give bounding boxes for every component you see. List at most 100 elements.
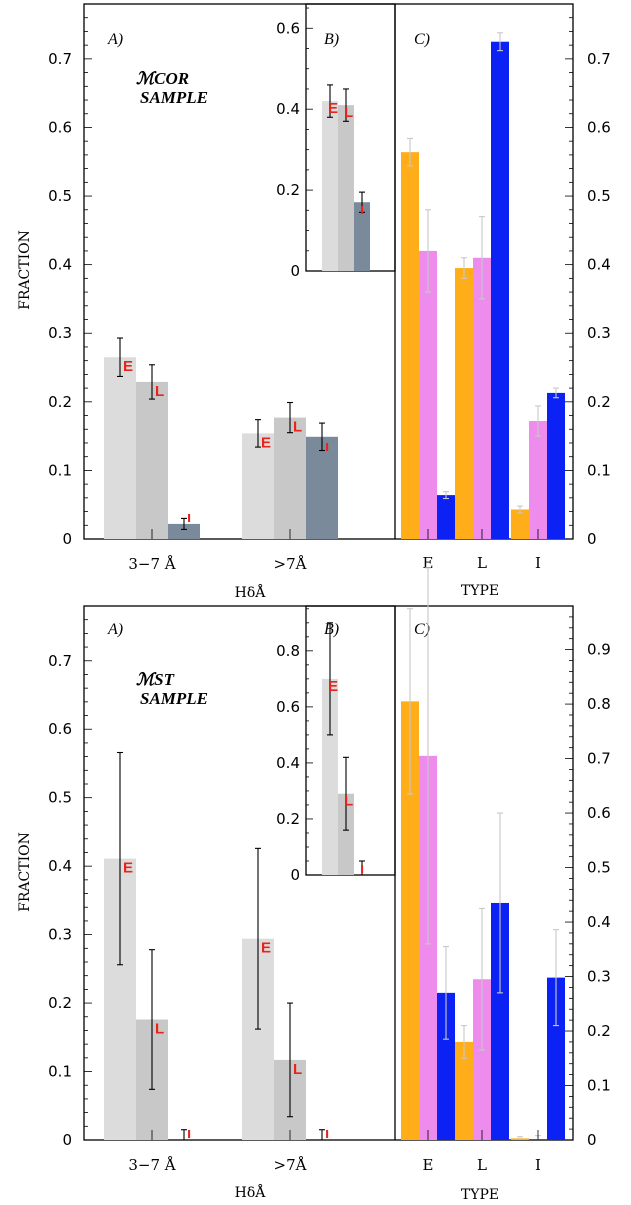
top-c-bar [437, 495, 455, 539]
top-c-bar [511, 509, 529, 539]
bottom-c-ytick-label: 0.1 [587, 1077, 611, 1095]
bottom-b-ytick-label: 0.2 [276, 810, 300, 828]
top-a-bar-E [242, 433, 274, 539]
bottom-a-xtick-label: >7Å [274, 1156, 307, 1174]
top-c-bar [455, 268, 473, 539]
top-sample-label-line1: ℳCOR [136, 69, 189, 88]
bottom-a-ytick-label: 0.7 [48, 652, 72, 670]
bottom-sample-label-line1: ℳST [136, 670, 175, 689]
top-c-ytick-label: 0.5 [587, 187, 611, 205]
top-a-ytick-label: 0.3 [48, 324, 72, 342]
top-c-xtick-label: E [423, 554, 434, 572]
top-b-bar-label-E: E [328, 100, 338, 117]
top-x-axis-label-hdelta: HδÅ [235, 583, 267, 601]
bottom-a-ytick-label: 0.5 [48, 789, 72, 807]
bottom-y-axis-label: FRACTION [17, 832, 33, 912]
top-a-xtick-label: 3−7 Å [128, 555, 175, 573]
top-a-ytick-label: 0.1 [48, 461, 72, 479]
top-c-ytick-label: 0.2 [587, 393, 611, 411]
bottom-c-bar [401, 701, 419, 1140]
top-sample-label-line2: SAMPLE [140, 88, 208, 107]
top-c-xtick-label: I [535, 554, 541, 572]
bottom-b-bar-label-I: ı [360, 860, 364, 877]
bottom-x-axis-label-hdelta: HδÅ [235, 1183, 267, 1201]
top-b-ytick-label: 0.4 [276, 100, 300, 118]
bottom-c-bar [491, 902, 509, 1140]
top-a-bar-label-L: L [155, 383, 164, 400]
top-c-ytick-label: 0.3 [587, 324, 611, 342]
top-c-bar [491, 41, 509, 539]
top-a-ytick-label: 0 [62, 530, 72, 548]
top-y-axis-label: FRACTION [17, 230, 33, 310]
bottom-c-xtick-label: I [535, 1156, 541, 1174]
top-b-ytick-label: 0 [290, 262, 300, 280]
top-a-bar-label-E: E [123, 358, 133, 375]
top-a-bar-label-L: L [293, 419, 302, 436]
bottom-b-bar-E [322, 678, 338, 875]
bottom-panel-a-label: A) [107, 621, 123, 638]
top-a-xtick-label: >7Å [274, 555, 307, 573]
top-c-bar [401, 152, 419, 539]
top-b-bar-E [322, 101, 338, 271]
bottom-a-bar-label-I: ı [187, 1125, 191, 1142]
top-a-bar-L [274, 417, 306, 539]
bottom-b-ytick-label: 0 [290, 866, 300, 884]
bottom-sample-label-line2: SAMPLE [140, 689, 208, 708]
top-a-bar-E [104, 357, 136, 539]
bottom-c-ytick-label: 0.2 [587, 1022, 611, 1040]
bottom-c-ytick-label: 0.4 [587, 913, 611, 931]
bottom-c-ytick-label: 0.7 [587, 750, 611, 768]
bottom-b-ytick-label: 0.6 [276, 698, 300, 716]
top-a-bar-I [168, 523, 200, 539]
bottom-c-xtick-label: E [423, 1156, 434, 1174]
top-c-ytick-label: 0.4 [587, 256, 611, 274]
top-a-ytick-label: 0.6 [48, 118, 72, 136]
top-panel-b-label: B) [324, 31, 339, 48]
bottom-a-bar-label-L: L [155, 1021, 164, 1038]
top-c-ytick-label: 0.6 [587, 118, 611, 136]
top-b-bar-label-L: L [344, 104, 353, 121]
bottom-b-bar-label-E: E [328, 678, 338, 695]
bottom-a-ytick-label: 0.4 [48, 857, 72, 875]
top-c-ytick-label: 0.1 [587, 461, 611, 479]
bottom-a-ytick-label: 0.3 [48, 926, 72, 944]
bottom-c-bar [455, 1041, 473, 1140]
bottom-panel-b-label: B) [324, 621, 339, 638]
bottom-x-axis-label-type: TYPE [461, 1187, 499, 1203]
top-a-bar-label-I: ı [325, 438, 329, 455]
bottom-c-xtick-label: L [477, 1156, 487, 1174]
bottom-c-bar [473, 979, 491, 1140]
top-c-bar [529, 421, 547, 539]
bottom-a-bar-label-I: ı [325, 1125, 329, 1142]
bottom-c-ytick-label: 0.6 [587, 804, 611, 822]
top-a-bar-I [306, 436, 338, 539]
top-a-ytick-label: 0.4 [48, 256, 72, 274]
top-c-ytick-label: 0.7 [587, 50, 611, 68]
bottom-b-bar-L [338, 793, 354, 875]
bottom-b-ytick-label: 0.8 [276, 642, 300, 660]
bottom-c-ytick-label: 0.8 [587, 695, 611, 713]
top-a-ytick-label: 0.5 [48, 187, 72, 205]
bottom-figure: ℳST SAMPLE A) B) C) FRACTION HδÅ TYPE 0 0… [17, 567, 611, 1203]
bottom-c-ytick-label: 0.9 [587, 641, 611, 659]
top-a-ytick-label: 0.7 [48, 50, 72, 68]
top-b-bar-label-I: ı [360, 201, 364, 218]
top-a-bar-label-E: E [261, 434, 271, 451]
bottom-b-ytick-label: 0.4 [276, 754, 300, 772]
top-a-bar-L [136, 381, 168, 539]
bottom-b-bar-label-L: L [344, 793, 353, 810]
top-c-bar [547, 392, 565, 539]
top-a-bar-label-I: ı [187, 509, 191, 526]
bottom-a-ytick-label: 0 [62, 1131, 72, 1149]
bottom-a-bar-label-E: E [261, 940, 271, 957]
top-c-ytick-label: 0 [587, 530, 597, 548]
top-x-axis-label-type: TYPE [461, 583, 499, 599]
top-b-bar-I [354, 202, 370, 271]
top-a-ytick-label: 0.2 [48, 393, 72, 411]
bottom-c-ytick-label: 0.3 [587, 968, 611, 986]
top-b-ytick-label: 0.6 [276, 19, 300, 37]
bottom-c-bar [437, 992, 455, 1140]
top-c-bar [473, 257, 491, 539]
bottom-a-bar-label-L: L [293, 1061, 302, 1078]
